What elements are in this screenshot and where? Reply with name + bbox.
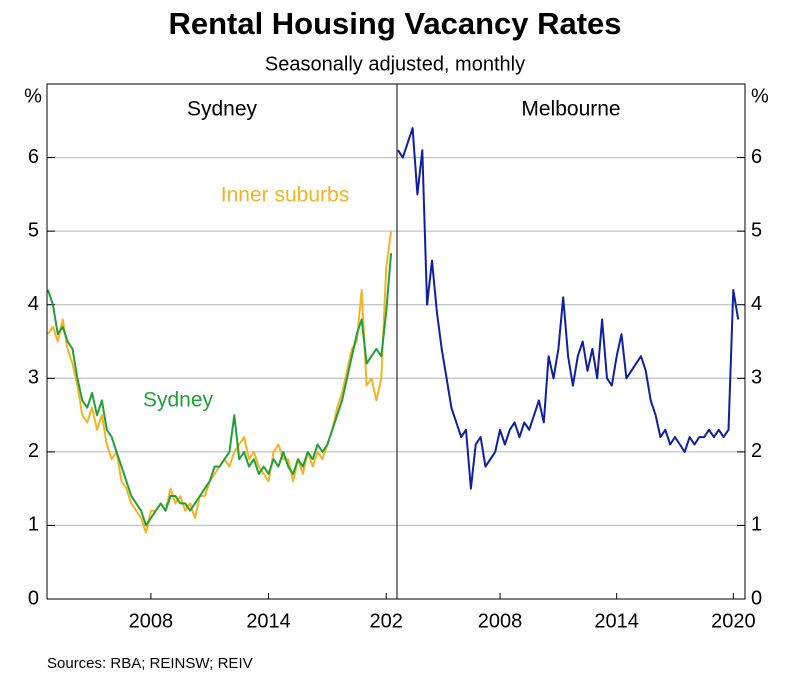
panel-title: Melbourne	[521, 98, 620, 121]
series-label: Sydney	[143, 389, 214, 412]
y-tick-label: 3	[751, 367, 762, 389]
y-tick-label: 0	[751, 587, 762, 609]
y-tick-label: 5	[28, 219, 39, 241]
y-tick-label: 2	[28, 440, 39, 462]
x-tick-label: 2008	[478, 610, 523, 632]
data-line	[47, 230, 393, 534]
y-axis-unit: %	[24, 85, 42, 107]
x-tick-label: 2014	[246, 610, 291, 632]
panel-title: Sydney	[187, 98, 258, 121]
y-tick-label: 3	[28, 367, 39, 389]
y-tick-label: 1	[751, 514, 762, 536]
y-tick-label: 1	[28, 514, 39, 536]
source-note: Sources: RBA; REINSW; REIV	[47, 655, 253, 672]
x-tick-label: 2020	[711, 610, 756, 632]
chart-subtitle: Seasonally adjusted, monthly	[265, 53, 525, 75]
data-line	[397, 127, 740, 490]
y-tick-label: 4	[28, 293, 39, 315]
y-axis-unit: %	[751, 85, 769, 107]
y-tick-label: 4	[751, 293, 762, 315]
y-tick-label: 5	[751, 219, 762, 241]
x-tick-label: 2014	[594, 610, 639, 632]
y-tick-label: 6	[751, 146, 762, 168]
x-tick-label: 2008	[129, 610, 174, 632]
y-tick-label: 6	[28, 146, 39, 168]
data-line	[47, 253, 393, 527]
y-tick-label: 0	[28, 587, 39, 609]
chart-title: Rental Housing Vacancy Rates	[168, 6, 621, 41]
x-tick-label: 202	[370, 610, 403, 632]
series-label: Inner suburbs	[221, 184, 349, 207]
plot-frame	[46, 83, 746, 600]
y-tick-label: 2	[751, 440, 762, 462]
